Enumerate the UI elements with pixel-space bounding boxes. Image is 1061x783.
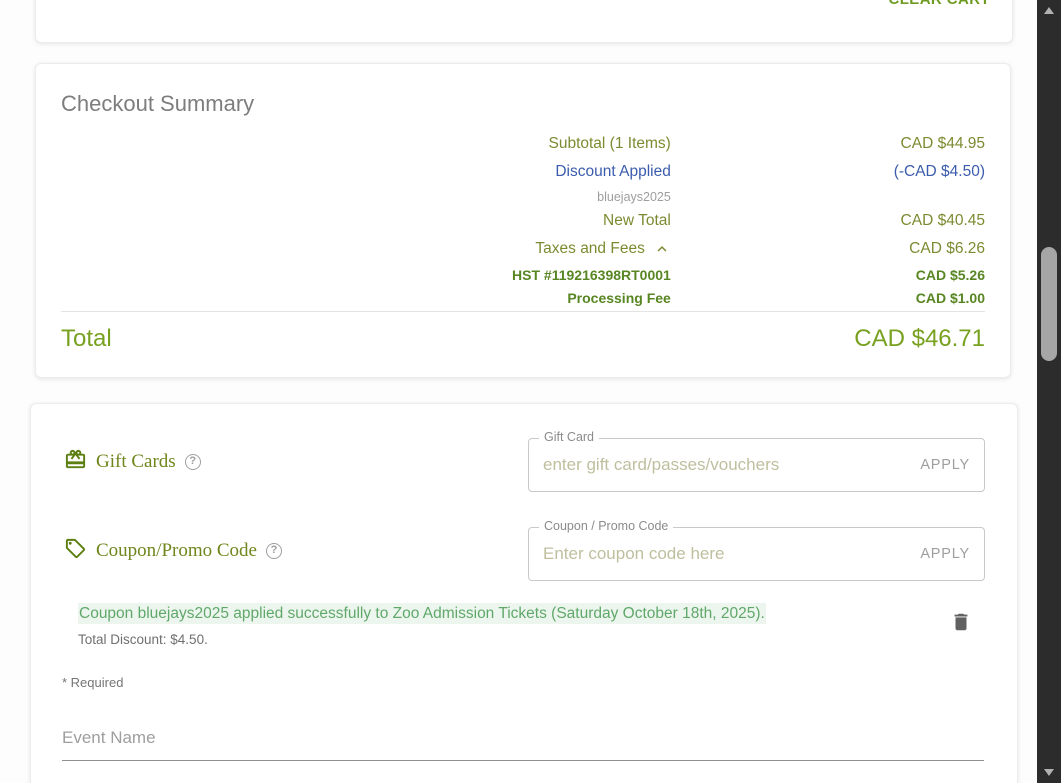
- gift-cards-help-icon[interactable]: ?: [184, 454, 201, 470]
- summary-row-hst: HST #119216398RT0001 CAD $5.26: [61, 263, 985, 287]
- clear-cart-button[interactable]: CLEAR CART: [889, 0, 991, 8]
- discount-value: (-CAD $4.50): [893, 163, 985, 180]
- processing-fee-label: Processing Fee: [567, 289, 671, 306]
- total-discount-note: Total Discount: $4.50.: [78, 631, 208, 647]
- summary-rows: Subtotal (1 Items) CAD $44.95 Discount A…: [61, 130, 985, 308]
- codes-card: Gift Cards ? Gift Card APPLY Coupon/Prom…: [30, 403, 1018, 783]
- total-row: Total CAD $46.71: [61, 311, 985, 353]
- event-name-input[interactable]: [62, 718, 984, 761]
- summary-row-subtotal: Subtotal (1 Items) CAD $44.95: [61, 130, 986, 158]
- new-total-value: CAD $40.45: [900, 212, 985, 229]
- tag-icon: [64, 537, 87, 565]
- coupon-field: Coupon / Promo Code APPLY: [528, 519, 985, 581]
- checkout-summary-title: Checkout Summary: [61, 91, 255, 116]
- remove-coupon-button[interactable]: [948, 610, 974, 636]
- discount-label: Discount Applied: [555, 163, 671, 180]
- taxes-fees-value: CAD $6.26: [909, 240, 985, 257]
- checkout-summary-card: Checkout Summary Subtotal (1 Items) CAD …: [35, 63, 1011, 378]
- hst-value: CAD $5.26: [915, 267, 985, 283]
- hst-label: HST #119216398RT0001: [512, 267, 671, 283]
- chevron-up-icon[interactable]: [653, 240, 671, 258]
- processing-fee-value: CAD $1.00: [915, 289, 985, 306]
- required-note: * Required: [62, 675, 124, 690]
- coupon-apply-button[interactable]: APPLY: [920, 546, 970, 562]
- coupon-success-block: Coupon bluejays2025 applied successfully…: [78, 603, 938, 647]
- taxes-fees-label[interactable]: Taxes and Fees: [535, 240, 645, 257]
- summary-row-discount: Discount Applied (-CAD $4.50): [61, 158, 985, 186]
- subtotal-label: Subtotal (1 Items): [548, 135, 671, 152]
- subtotal-value: CAD $44.95: [900, 135, 985, 152]
- scroll-down-arrow-icon[interactable]: [1044, 769, 1054, 776]
- summary-row-new-total: New Total CAD $40.45: [61, 207, 985, 235]
- cart-card: CLEAR CART: [35, 0, 1013, 43]
- gift-cards-heading-row: Gift Cards ?: [64, 448, 201, 476]
- gift-card-field: Gift Card APPLY: [528, 430, 985, 492]
- scrollbar[interactable]: [1037, 0, 1061, 783]
- summary-row-coupon-code: bluejays2025: [61, 186, 985, 207]
- total-label: Total: [61, 325, 112, 352]
- gift-card-apply-button[interactable]: APPLY: [920, 457, 970, 473]
- gift-cards-heading: Gift Cards: [96, 451, 176, 472]
- trash-icon: [950, 613, 972, 636]
- gift-icon: [64, 448, 87, 476]
- total-value: CAD $46.71: [854, 325, 985, 352]
- new-total-label: New Total: [603, 212, 671, 229]
- coupon-help-icon[interactable]: ?: [265, 543, 282, 559]
- summary-row-taxes-fees: Taxes and Fees CAD $6.26: [61, 235, 985, 263]
- coupon-heading: Coupon/Promo Code: [96, 540, 257, 561]
- gift-card-input[interactable]: [543, 440, 873, 490]
- coupon-input[interactable]: [543, 529, 873, 579]
- scroll-up-arrow-icon[interactable]: [1044, 7, 1054, 14]
- scrollbar-thumb[interactable]: [1041, 247, 1057, 361]
- summary-row-processing-fee: Processing Fee CAD $1.00: [61, 287, 985, 308]
- coupon-code-note: bluejays2025: [597, 189, 671, 204]
- event-name-field: [62, 718, 984, 761]
- coupon-success-message: Coupon bluejays2025 applied successfully…: [78, 603, 766, 624]
- coupon-heading-row: Coupon/Promo Code ?: [64, 537, 282, 565]
